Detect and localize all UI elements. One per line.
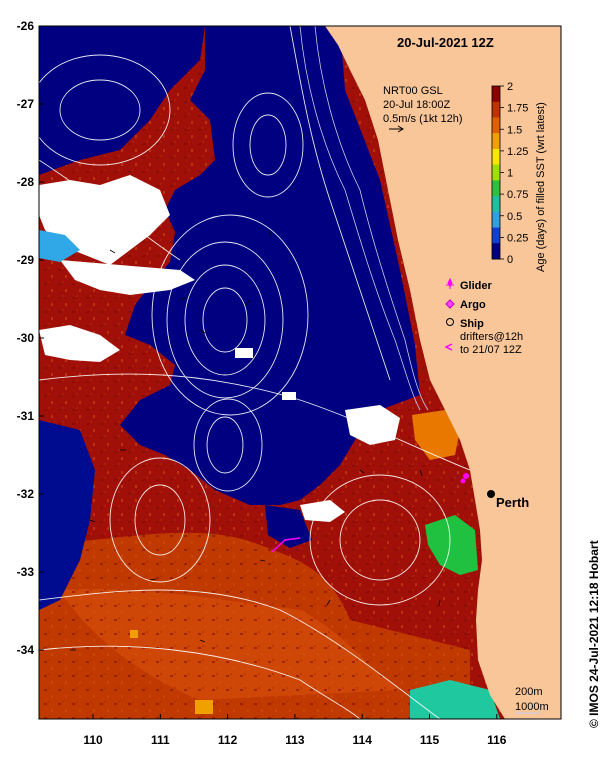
lat-tick-label: -29 <box>17 253 35 267</box>
current-time: 20-Jul 18:00Z <box>383 99 451 111</box>
lat-tick-label: -34 <box>17 643 35 657</box>
colorbar-tick-label: 2 <box>507 81 513 93</box>
lat-tick-label: -30 <box>17 331 35 345</box>
depth-legend: 200m 1000m <box>515 686 549 714</box>
colorbar-segment <box>492 180 500 197</box>
colorbar-tick-label: 0.5 <box>507 211 522 223</box>
colorbar-segment <box>492 211 500 229</box>
lon-tick-label: 116 <box>487 733 507 747</box>
colorbar-segment <box>492 101 500 118</box>
lon-tick-label: 112 <box>218 733 238 747</box>
lat-tick-label: -26 <box>17 19 35 33</box>
bathymetry <box>299 26 429 411</box>
colorbar-segment <box>492 117 500 134</box>
cloud-east <box>345 405 400 445</box>
sst-lightblue <box>39 230 80 262</box>
sst-orange-coastal <box>412 410 460 460</box>
colorbar-tick-label: 1 <box>507 168 513 180</box>
ocean-fresh-west <box>39 420 95 610</box>
depth-1000: 1000m <box>515 701 549 713</box>
credit-text: © IMOS 24-Jul-2021 12:18 Hobart <box>587 540 601 728</box>
city-perth: Perth <box>487 490 529 510</box>
colorbar-tick-label: 0.75 <box>507 189 528 201</box>
sst-green-coastal <box>425 515 478 575</box>
legend-glider: Glider <box>460 280 493 292</box>
ocean-fresh-central <box>120 26 420 505</box>
current-scale-block: NRT00 GSL 20-Jul 18:00Z 0.5m/s (1kt 12h) <box>383 85 462 133</box>
lat-tick-label: -32 <box>17 487 35 501</box>
lat-tick-label: -27 <box>17 97 35 111</box>
map-title: 20-Jul-2021 12Z <box>397 35 494 50</box>
city-marker-icon <box>487 490 495 498</box>
lat-tick-label: -31 <box>17 409 35 423</box>
colorbar-segment <box>492 133 500 150</box>
current-model: NRT00 GSL <box>383 85 443 97</box>
city-label: Perth <box>496 495 529 510</box>
colorbar-tick-label: 0 <box>507 254 513 266</box>
colorbar-segment <box>492 164 500 181</box>
lon-tick-label: 113 <box>285 733 305 747</box>
sst-teal-southeast <box>410 680 500 719</box>
colorbar-tick-label: 1.5 <box>507 124 522 136</box>
plot-frame <box>38 25 562 720</box>
colorbar-segment <box>492 86 500 103</box>
legend-argo: Argo <box>460 299 486 311</box>
colorbar-segment <box>492 243 500 260</box>
colorbar: 2 1.75 1.5 1.25 1 0.75 0.5 0.25 0 Age (days) of … <box>491 81 547 272</box>
landmass-australia <box>325 26 561 719</box>
glider-icon <box>446 277 454 289</box>
colorbar-segment <box>492 227 500 244</box>
colorbar-title: Age (days) of filled SST (wrt latest) <box>535 102 547 272</box>
legend: Glider Argo Ship drifters@12h to 21/07 1… <box>444 277 523 356</box>
drifter-icon <box>444 343 453 351</box>
lon-tick-label: 115 <box>420 733 440 747</box>
lat-tick-label: -33 <box>17 565 35 579</box>
colorbar-segment <box>492 148 500 166</box>
lon-tick-label: 110 <box>83 733 103 747</box>
lon-axis: 110 111 112 113 114 115 116 <box>83 714 507 747</box>
current-scale-text: 0.5m/s (1kt 12h) <box>383 113 462 125</box>
current-vectors <box>70 230 441 651</box>
lat-axis: -26 -27 -28 -29 -30 -31 -32 -33 -34 <box>17 19 44 657</box>
legend-drifters-2: to 21/07 12Z <box>460 344 522 356</box>
cloud-south <box>300 500 345 522</box>
ocean-fresh-patch <box>265 505 312 548</box>
lat-tick-label: -28 <box>17 175 35 189</box>
legend-drifters-1: drifters@12h <box>460 331 523 343</box>
plot-area <box>39 26 561 719</box>
ocean-fresh-northwest <box>39 26 205 175</box>
scale-arrow-icon <box>389 125 404 133</box>
colorbar-tick-label: 1.25 <box>507 146 528 158</box>
colorbar-tick-label: 1.75 <box>507 103 528 115</box>
cloud-mid-west <box>39 325 120 362</box>
ship-icon <box>446 318 454 326</box>
lon-tick-label: 114 <box>353 733 373 747</box>
argo-icon <box>445 299 455 309</box>
depth-200: 200m <box>515 686 543 698</box>
lon-tick-label: 111 <box>151 733 170 747</box>
colorbar-tick-label: 0.25 <box>507 232 528 244</box>
legend-ship: Ship <box>460 318 484 330</box>
contours <box>39 26 471 719</box>
glider-track <box>271 473 469 553</box>
colorbar-segment <box>492 196 500 213</box>
